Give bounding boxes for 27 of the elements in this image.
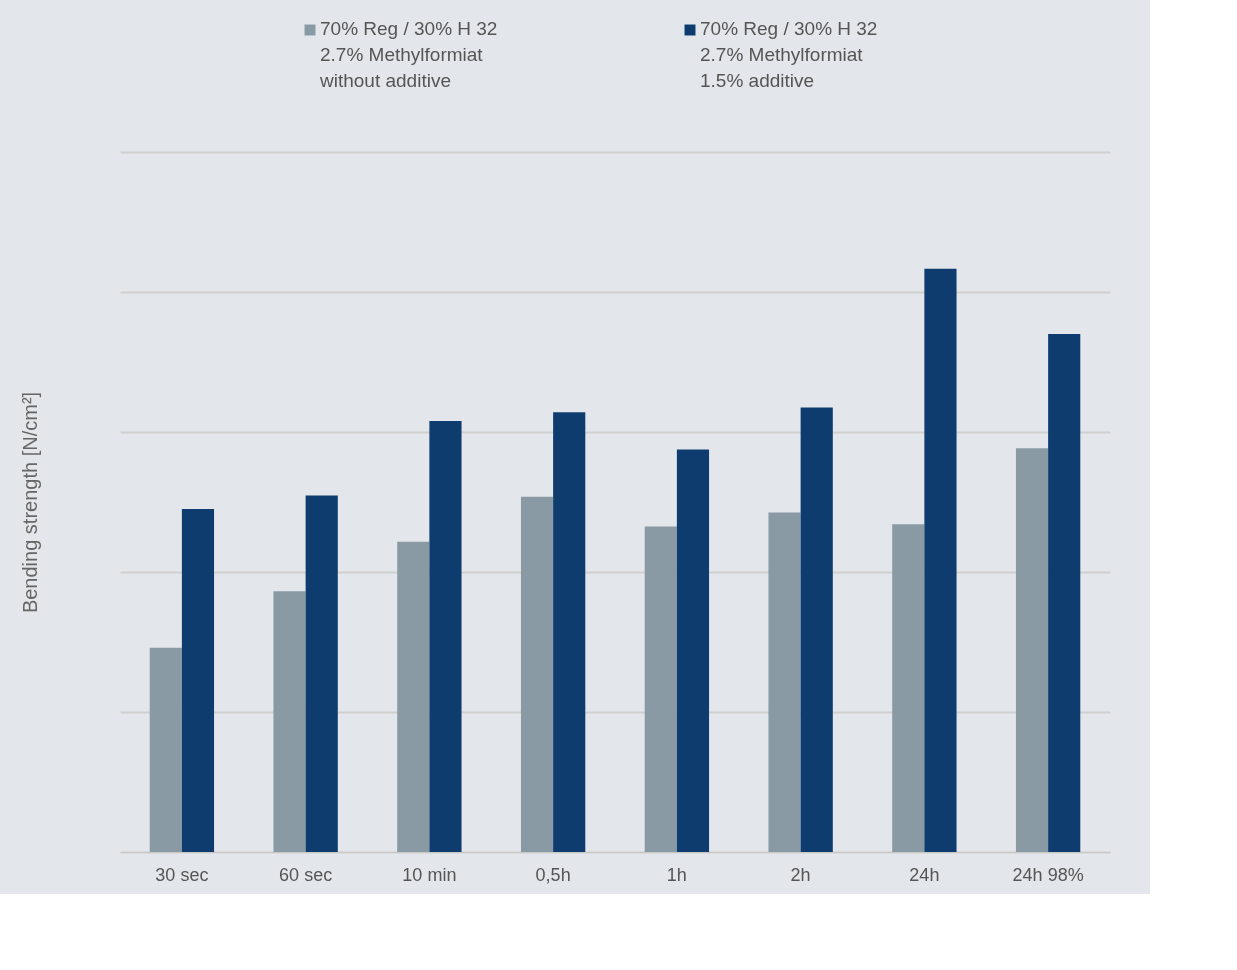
bar	[429, 420, 462, 852]
x-tick-label: 30 sec	[155, 864, 209, 885]
bar	[305, 495, 338, 852]
legend-label: 70% Reg / 30% H 32 2.7% Methylformiat 1.5% additive	[700, 18, 878, 91]
bar	[273, 591, 306, 852]
bar	[1048, 334, 1081, 852]
x-tick-label: 0,5h	[535, 864, 571, 885]
y-axis-title: Bending strength [N/cm²]	[18, 391, 41, 614]
x-tick-label: 10 min	[402, 864, 457, 885]
x-tick-label: 24h 98%	[1012, 864, 1084, 885]
x-tick-label: 60 sec	[279, 864, 333, 885]
bar	[924, 268, 957, 852]
bar	[676, 449, 710, 852]
x-tick-label: 24h	[909, 864, 940, 885]
bar	[553, 412, 586, 852]
bar	[397, 541, 430, 852]
bar	[644, 526, 677, 852]
bar	[892, 524, 925, 852]
bar	[149, 647, 182, 852]
x-tick-label: 2h	[790, 864, 811, 885]
x-tick-label: 1h	[666, 864, 687, 885]
bar	[520, 496, 554, 852]
bar	[768, 512, 801, 852]
bar	[800, 407, 833, 852]
legend-label: 70% Reg / 30% H 32 2.7% Methylformiat without additive	[319, 18, 498, 91]
bar	[1015, 448, 1049, 852]
bar	[181, 509, 215, 852]
